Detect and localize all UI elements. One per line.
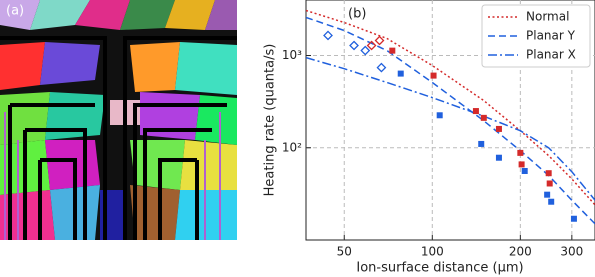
legend-label: Planar Y — [526, 29, 576, 43]
data-point — [323, 30, 333, 41]
data-point — [478, 140, 485, 147]
y-tick-label: 10² — [282, 140, 302, 154]
legend: Normal Planar Y Planar X — [481, 4, 591, 68]
data-point — [544, 191, 551, 198]
data-point — [546, 180, 553, 187]
data-point — [495, 154, 502, 161]
data-point — [376, 62, 387, 73]
data-point — [480, 114, 487, 121]
x-tick-label: 300 — [560, 245, 583, 259]
legend-label: Normal — [526, 10, 569, 24]
data-point — [436, 112, 443, 119]
data-point — [495, 125, 502, 132]
y-tick-label: 10³ — [282, 48, 302, 62]
data-point — [360, 45, 371, 56]
data-point — [517, 149, 524, 156]
series-line — [306, 16, 595, 225]
data-point — [548, 198, 555, 205]
legend-box — [481, 4, 591, 68]
x-tick-label: 200 — [509, 245, 532, 259]
x-tick-label: 100 — [421, 245, 444, 259]
y-axis-title: Heating rate (quanta/s) — [263, 44, 278, 197]
data-point — [570, 215, 577, 222]
data-point — [472, 108, 479, 115]
data-point — [349, 40, 359, 51]
x-axis-title: Ion-surface distance (µm) — [356, 261, 523, 276]
panel-label: (a) — [6, 4, 24, 19]
panel-a-image — [0, 0, 237, 240]
legend-label: Planar X — [526, 48, 576, 62]
data-point — [518, 161, 525, 168]
data-point — [521, 167, 528, 174]
data-point — [545, 170, 552, 177]
data-point — [389, 47, 396, 54]
series-line — [306, 56, 595, 201]
x-tick-label: 50 — [337, 245, 352, 259]
plot-area — [306, 9, 595, 225]
data-point — [366, 40, 377, 51]
series-line — [306, 9, 595, 206]
data-point — [430, 72, 437, 79]
data-point — [374, 35, 385, 46]
plot-frame — [305, 0, 595, 241]
panel-label: (b) — [348, 7, 366, 22]
data-point — [397, 70, 404, 77]
